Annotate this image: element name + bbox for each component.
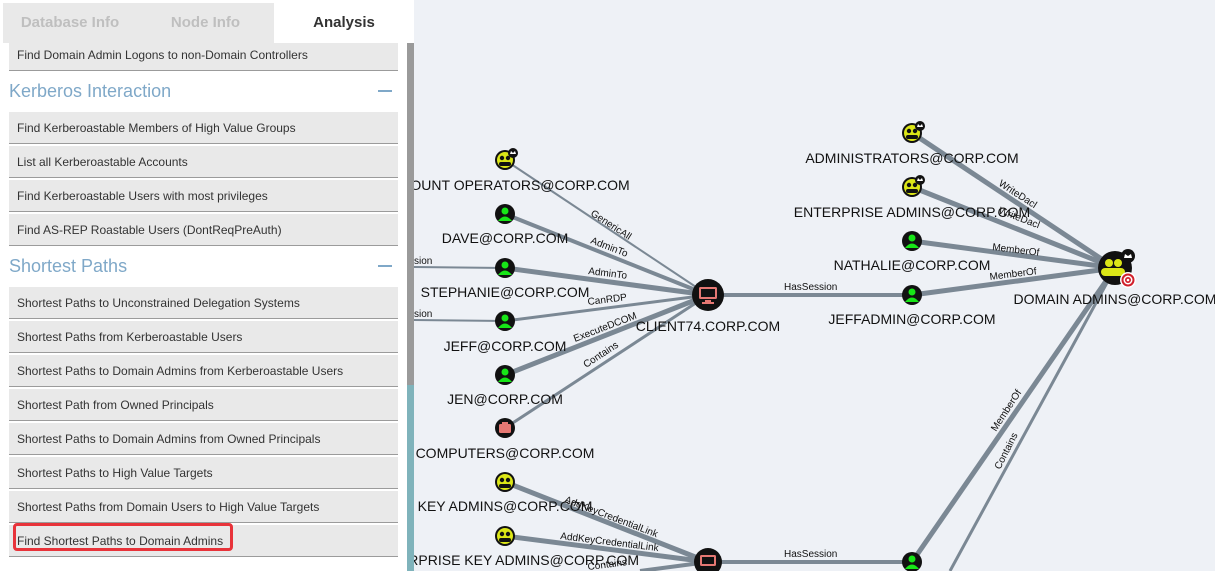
section-shortest-paths[interactable]: Shortest Paths [9, 251, 398, 281]
edge-label-left-session-2: sion [414, 309, 432, 320]
edge-key-admins[interactable] [504, 479, 709, 565]
node-enterprise-key-admins[interactable] [495, 526, 515, 546]
scrollbar-thumb[interactable] [407, 385, 414, 571]
query-kerberoastable-privileges[interactable]: Find Kerberoastable Users with most priv… [9, 180, 398, 212]
label-jeff: JEFF@CORP.COM [444, 338, 567, 354]
label-client74: CLIENT74.CORP.COM [636, 318, 780, 334]
query-from-kerberoastable[interactable]: Shortest Paths from Kerberoastable Users [9, 321, 398, 353]
label-domain-admins: DOMAIN ADMINS@CORP.COM [1014, 291, 1215, 307]
collapse-icon[interactable] [378, 90, 392, 92]
tab-bar: Database Info Node Info Analysis [0, 0, 414, 43]
edge-enterprise-admins[interactable] [911, 184, 1116, 271]
label-key-admins: KEY ADMINS@CORP.COM [418, 498, 593, 514]
edge-dave[interactable] [504, 212, 709, 297]
query-shortest-paths-domain-admins[interactable]: Find Shortest Paths to Domain Admins [9, 525, 398, 557]
query-from-owned[interactable]: Shortest Path from Owned Principals [9, 389, 398, 421]
edge-lower-memberof[interactable] [909, 266, 1118, 564]
query-da-from-kerberoastable[interactable]: Shortest Paths to Domain Admins from Ker… [9, 355, 398, 387]
query-domain-users-hvt[interactable]: Shortest Paths from Domain Users to High… [9, 491, 398, 523]
edge-label-can-rdp: CanRDP [587, 292, 628, 308]
node-lower-computer[interactable] [694, 548, 722, 571]
query-unconstrained-delegation[interactable]: Shortest Paths to Unconstrained Delegati… [9, 287, 398, 319]
node-dave[interactable] [495, 204, 515, 224]
node-computers[interactable] [495, 418, 515, 438]
highlight-box [13, 523, 233, 551]
node-account-operators[interactable] [495, 148, 518, 170]
edge-administrators[interactable] [910, 130, 1117, 271]
label-dave: DAVE@CORP.COM [442, 230, 569, 246]
label-enterprise-key-admins: ERPRISE KEY ADMINS@CORP.COM [399, 552, 639, 568]
node-lower-user[interactable] [902, 552, 922, 571]
node-jeff[interactable] [495, 311, 515, 331]
section-title-shortest-paths: Shortest Paths [9, 256, 128, 276]
edge-label-contains-lower: Contains [587, 557, 628, 571]
edge-jeff-rdp[interactable] [504, 293, 709, 323]
scrollbar-track[interactable] [407, 43, 414, 571]
node-nathalie[interactable] [902, 231, 922, 251]
label-jen: JEN@CORP.COM [447, 391, 563, 407]
node-jeffadmin[interactable] [902, 285, 922, 305]
node-administrators[interactable] [902, 121, 925, 143]
analysis-query-list: Find Domain Admin Logons to non-Domain C… [0, 43, 407, 571]
collapse-icon[interactable] [378, 265, 392, 267]
edge-label-left-session-1: sion [414, 256, 432, 267]
edge-label-has-session-lower: HasSession [784, 549, 837, 560]
label-computers: COMPUTERS@CORP.COM [416, 445, 595, 461]
label-jeffadmin: JEFFADMIN@CORP.COM [828, 311, 995, 327]
query-high-value-targets[interactable]: Shortest Paths to High Value Targets [9, 457, 398, 489]
section-kerberos-interaction[interactable]: Kerberos Interaction [9, 76, 398, 106]
query-domain-admin-logons[interactable]: Find Domain Admin Logons to non-Domain C… [9, 43, 398, 71]
edge-label-has-session: HasSession [784, 282, 837, 293]
edge-computers[interactable] [504, 293, 709, 430]
side-panel: Database Info Node Info Analysis Find Do… [0, 0, 414, 571]
edge-stephanie[interactable] [504, 265, 709, 298]
edge-left-session-2[interactable] [413, 319, 506, 322]
edge-left-session-1[interactable] [413, 266, 506, 269]
node-client74[interactable] [692, 279, 724, 311]
tab-node-info[interactable]: Node Info [137, 3, 274, 43]
edge-account-operators[interactable] [504, 159, 709, 296]
tab-analysis[interactable]: Analysis [274, 3, 414, 43]
edge-lower-contains[interactable] [948, 267, 1117, 571]
node-jen[interactable] [495, 365, 515, 385]
node-key-admins[interactable] [495, 472, 515, 492]
node-domain-admins[interactable] [1098, 249, 1136, 288]
edge-label-admin-to-stephanie: AdminTo [588, 266, 628, 282]
node-enterprise-admins[interactable] [902, 175, 925, 197]
label-nathalie: NATHALIE@CORP.COM [834, 257, 991, 273]
query-kerberoastable-high-value[interactable]: Find Kerberoastable Members of High Valu… [9, 112, 398, 144]
query-da-from-owned[interactable]: Shortest Paths to Domain Admins from Own… [9, 423, 398, 455]
query-asrep-roastable[interactable]: Find AS-REP Roastable Users (DontReqPreA… [9, 214, 398, 246]
label-stephanie: STEPHANIE@CORP.COM [421, 284, 590, 300]
edge-nathalie[interactable] [911, 238, 1116, 271]
node-stephanie[interactable] [495, 258, 515, 278]
edge-ent-key-admins[interactable] [504, 533, 709, 565]
tab-database-info[interactable]: Database Info [3, 3, 137, 43]
label-enterprise-admins: ENTERPRISE ADMINS@CORP.COM [794, 204, 1030, 220]
edge-jeff-dcom[interactable] [504, 292, 709, 378]
label-account-operators: COUNT OPERATORS@CORP.COM [400, 177, 629, 193]
edge-jeffadmin[interactable] [911, 265, 1116, 298]
section-title-kerberos: Kerberos Interaction [9, 81, 172, 101]
query-list-kerberoastable[interactable]: List all Kerberoastable Accounts [9, 146, 398, 178]
graph-edges [413, 130, 1118, 571]
label-administrators: ADMINISTRATORS@CORP.COM [805, 150, 1018, 166]
